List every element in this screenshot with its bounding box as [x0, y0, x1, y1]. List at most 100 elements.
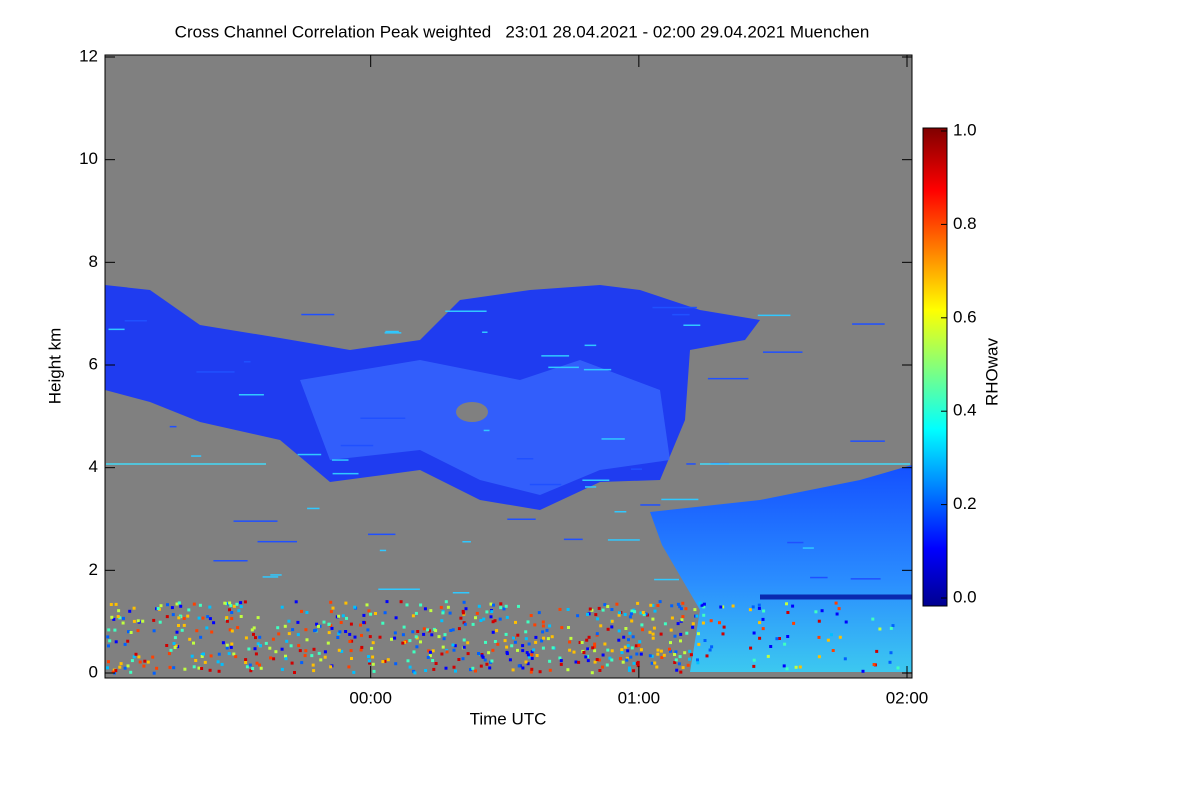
noise-pixel	[651, 632, 655, 636]
x-tick-label: 00:00	[349, 688, 392, 707]
noise-pixel	[628, 631, 632, 635]
noise-pixel	[378, 635, 382, 639]
noise-pixel	[212, 621, 216, 625]
noise-pixel	[225, 643, 229, 647]
noise-pixel	[516, 633, 520, 637]
noise-pixel	[208, 668, 212, 672]
noise-pixel	[406, 659, 410, 663]
noise-pixel	[875, 649, 879, 653]
noise-pixel	[446, 605, 450, 609]
noise-pixel	[844, 620, 848, 624]
noise-pixel	[330, 626, 334, 630]
noise-pixel	[227, 652, 231, 656]
noise-pixel	[526, 662, 530, 666]
noise-pixel	[517, 664, 521, 668]
noise-pixel	[221, 641, 225, 645]
noise-pixel	[642, 613, 646, 617]
noise-pixel	[588, 607, 592, 611]
noise-pixel	[359, 648, 363, 652]
colorbar-label: RHOwav	[982, 337, 1001, 406]
noise-pixel	[603, 603, 607, 607]
noise-pixel	[259, 666, 263, 670]
noise-pixel	[534, 635, 538, 639]
noise-pixel	[623, 613, 627, 616]
noise-pixel	[606, 648, 610, 652]
noise-pixel	[626, 649, 630, 653]
noise-pixel	[462, 645, 466, 649]
noise-pixel	[761, 617, 765, 621]
noise-pixel	[426, 628, 430, 632]
noise-pixel	[639, 648, 643, 652]
noise-pixel	[186, 614, 190, 618]
noise-pixel	[390, 637, 393, 641]
noise-pixel	[258, 635, 262, 639]
noise-pixel	[617, 629, 621, 633]
noise-pixel	[159, 604, 163, 608]
noise-pixel	[237, 609, 241, 613]
noise-pixel	[620, 648, 624, 652]
noise-pixel	[766, 654, 770, 658]
noise-pixel	[635, 652, 639, 656]
y-tick-label: 0	[89, 662, 98, 681]
noise-pixel	[503, 639, 507, 643]
noise-pixel	[304, 628, 308, 632]
noise-pixel	[548, 624, 552, 628]
noise-pixel	[673, 653, 676, 656]
noise-streak	[445, 310, 487, 312]
noise-pixel	[370, 646, 374, 650]
noise-pixel	[454, 669, 457, 673]
noise-pixel	[490, 659, 494, 663]
noise-pixel	[831, 649, 835, 652]
noise-streak	[607, 539, 640, 541]
noise-pixel	[192, 602, 196, 606]
noise-pixel	[280, 667, 284, 671]
noise-pixel	[367, 609, 371, 613]
noise-pixel	[132, 655, 136, 659]
noise-pixel	[691, 625, 695, 629]
noise-pixel	[304, 649, 308, 653]
noise-pixel	[641, 628, 644, 632]
noise-pixel	[474, 616, 477, 620]
noise-pixel	[484, 640, 487, 644]
noise-pixel	[505, 615, 509, 619]
noise-pixel	[166, 603, 169, 607]
noise-pixel	[225, 619, 229, 623]
noise-pixel	[758, 621, 762, 625]
noise-pixel	[639, 611, 643, 615]
noise-pixel	[659, 632, 663, 636]
noise-pixel	[617, 613, 621, 617]
noise-pixel	[618, 611, 622, 615]
noise-pixel	[674, 650, 678, 654]
noise-pixel	[223, 601, 227, 605]
noise-pixel	[360, 633, 363, 637]
noise-pixel	[158, 620, 162, 624]
noise-pixel	[230, 611, 234, 614]
noise-pixel	[445, 650, 449, 654]
noise-pixel	[230, 629, 234, 633]
noise-pixel	[678, 605, 682, 609]
noise-pixel	[239, 601, 243, 605]
noise-pixel	[464, 607, 468, 611]
noise-pixel	[195, 629, 199, 633]
noise-pixel	[511, 668, 515, 672]
noise-pixel	[339, 621, 343, 624]
noise-streak	[384, 332, 402, 334]
noise-pixel	[469, 668, 472, 672]
noise-pixel	[530, 667, 534, 671]
noise-pixel	[255, 661, 259, 665]
noise-streak	[763, 351, 803, 353]
noise-pixel	[606, 627, 610, 631]
noise-pixel	[114, 669, 118, 673]
noise-pixel	[347, 665, 351, 669]
noise-streak	[124, 320, 147, 322]
noise-pixel	[383, 659, 387, 663]
noise-pixel	[151, 655, 155, 659]
noise-pixel	[381, 621, 385, 625]
y-tick-label: 10	[79, 149, 98, 168]
noise-pixel	[244, 636, 248, 640]
noise-pixel	[684, 607, 688, 611]
noise-pixel	[340, 649, 344, 653]
noise-pixel	[585, 638, 589, 642]
noise-streak	[614, 511, 627, 513]
